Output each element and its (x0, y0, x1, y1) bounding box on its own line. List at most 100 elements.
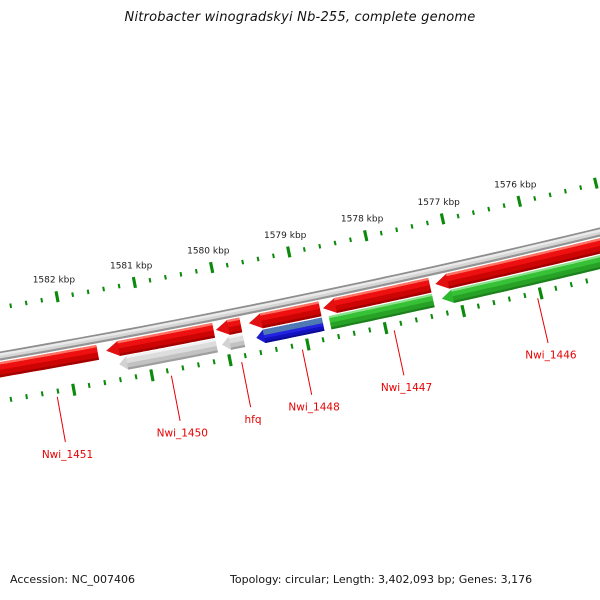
major-tick (516, 195, 522, 207)
gene-label: Nwi_1446 (525, 350, 577, 362)
minor-tick (523, 292, 527, 299)
outer-ruler-ticks (9, 177, 599, 309)
minor-tick (40, 391, 44, 397)
major-tick (54, 291, 60, 303)
minor-tick (56, 388, 60, 394)
minor-tick (148, 277, 152, 283)
major-tick (305, 338, 311, 351)
major-tick (71, 383, 77, 396)
accession-text: Accession: NC_007406 (10, 573, 136, 586)
minor-tick (349, 237, 352, 243)
minor-tick (272, 253, 275, 259)
label-leader-line (170, 375, 181, 421)
minor-tick (165, 368, 169, 374)
minor-tick (379, 230, 383, 236)
minor-tick (134, 374, 138, 380)
minor-tick (471, 210, 475, 216)
minor-tick (425, 220, 429, 226)
genome-info-text: Topology: circular; Length: 3,402,093 bp… (230, 573, 533, 586)
major-tick (227, 354, 233, 367)
minor-tick (333, 240, 337, 246)
minor-tick (9, 303, 13, 309)
minor-tick (40, 297, 44, 303)
gene-label: hfq (244, 414, 261, 426)
minor-tick (507, 296, 511, 302)
minor-tick (274, 346, 278, 353)
minor-tick (430, 313, 434, 320)
label-leader-line (56, 396, 66, 443)
major-tick (537, 287, 544, 300)
minor-tick (487, 206, 491, 212)
minor-tick (579, 185, 583, 190)
minor-tick (225, 262, 229, 268)
major-tick (149, 369, 155, 382)
minor-tick (197, 362, 200, 368)
minor-tick (337, 333, 341, 340)
gene-ring (0, 238, 600, 378)
minor-tick (368, 327, 372, 333)
minor-tick (502, 203, 506, 208)
minor-tick (352, 330, 356, 336)
minor-tick (290, 343, 294, 349)
minor-tick (492, 299, 496, 306)
minor-tick (243, 353, 247, 359)
minor-tick (456, 213, 460, 219)
minor-tick (533, 196, 537, 201)
ruler-label: 1581 kbp (110, 261, 153, 271)
minor-tick (102, 286, 105, 292)
ruler-label: 1578 kbp (341, 215, 384, 225)
minor-tick (119, 377, 122, 383)
major-tick (439, 213, 446, 225)
minor-tick (445, 310, 449, 316)
minor-tick (476, 303, 480, 309)
gene-labels: Nwi_1451 Nwi_1450 hfq Nwi_1448 Nwi_1447 Nwi_1… (42, 298, 577, 461)
gene-label: Nwi_1447 (381, 382, 432, 394)
ruler-label: 1579 kbp (264, 231, 307, 241)
minor-tick (318, 243, 322, 249)
minor-tick (164, 274, 167, 280)
minor-tick (103, 379, 107, 386)
inner-ruler-ticks (9, 278, 589, 402)
minor-tick (117, 283, 121, 289)
label-leader-line (301, 349, 313, 395)
label-leader-line (241, 361, 252, 408)
minor-tick (321, 337, 325, 343)
major-tick (131, 276, 137, 289)
minor-tick (256, 256, 260, 262)
minor-tick (86, 289, 90, 295)
minor-tick (241, 259, 245, 265)
category-ring (119, 255, 600, 370)
minor-tick (181, 365, 185, 371)
minor-tick (569, 282, 573, 288)
ruler-label: 1577 kbp (417, 198, 460, 208)
minor-tick (554, 285, 558, 291)
minor-tick (194, 268, 198, 274)
minor-tick (179, 271, 183, 277)
minor-tick (302, 247, 306, 252)
gene-label: Nwi_1448 (288, 402, 339, 414)
ruler-labels: 1576 kbp 1577 kbp 1578 kbp 1579 kbp 1580 kbp… (33, 180, 537, 285)
minor-tick (414, 317, 418, 323)
map-title: Nitrobacter winogradskyi Nb-255, complet… (124, 10, 476, 25)
minor-tick (410, 224, 414, 229)
minor-tick (563, 188, 567, 194)
label-leader-line (393, 330, 405, 376)
ruler-label: 1576 kbp (494, 180, 537, 190)
ruler-label: 1582 kbp (33, 276, 76, 286)
minor-tick (24, 300, 28, 306)
minor-tick (87, 382, 91, 389)
minor-tick (71, 292, 75, 298)
major-tick (382, 321, 389, 335)
major-tick (363, 230, 369, 242)
minor-tick (259, 349, 263, 356)
major-tick (460, 304, 467, 318)
label-leader-line (537, 298, 549, 344)
major-tick (209, 261, 215, 274)
gene-label: Nwi_1451 (42, 449, 93, 461)
minor-tick (548, 192, 552, 198)
minor-tick (585, 278, 589, 284)
minor-tick (9, 396, 13, 402)
gene-label: Nwi_1450 (157, 428, 208, 440)
